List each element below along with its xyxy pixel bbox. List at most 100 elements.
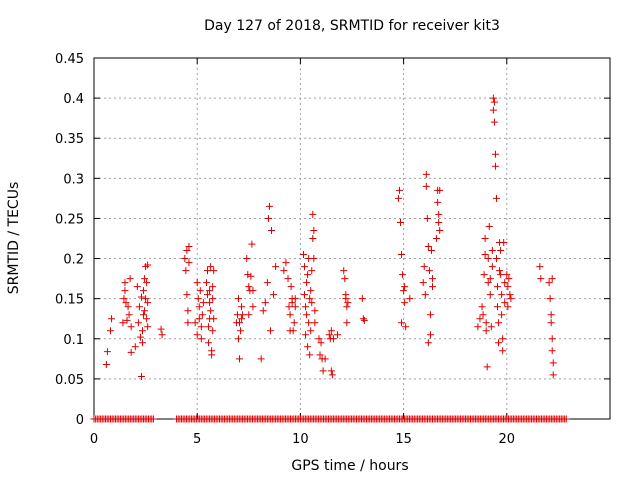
data-point (325, 331, 333, 339)
data-point (394, 194, 402, 202)
data-point (341, 275, 349, 283)
data-point (484, 255, 492, 263)
data-point (134, 319, 142, 327)
data-point (422, 170, 430, 178)
data-point (359, 315, 367, 323)
data-point (125, 311, 133, 319)
gridlines (94, 58, 610, 419)
data-point (193, 279, 201, 287)
data-point (548, 347, 556, 355)
data-point (122, 299, 130, 307)
data-point (474, 323, 482, 331)
data-point (504, 303, 512, 311)
data-point (420, 263, 428, 271)
data-point (402, 323, 410, 331)
data-point (305, 319, 313, 327)
data-point (131, 343, 139, 351)
data-point (342, 291, 350, 299)
data-point (245, 283, 253, 291)
data-point (107, 327, 115, 335)
data-point (184, 307, 192, 315)
data-point (141, 307, 149, 315)
data-point (121, 287, 129, 295)
data-point (237, 327, 245, 335)
data-point (419, 279, 427, 287)
x-tick-label: 10 (292, 432, 309, 447)
data-point (494, 283, 502, 291)
data-point (197, 335, 205, 343)
data-point (490, 118, 498, 126)
data-point (319, 367, 327, 375)
data-point (435, 210, 443, 218)
data-point (303, 279, 311, 287)
data-point (545, 279, 553, 287)
data-point (289, 327, 297, 335)
data-point (549, 359, 557, 367)
data-point (194, 295, 202, 303)
data-point (506, 291, 514, 299)
data-point (142, 295, 150, 303)
x-tick-label: 20 (499, 432, 516, 447)
data-point (548, 335, 556, 343)
data-point (481, 235, 489, 242)
y-tick-label: 0.25 (55, 212, 84, 227)
data-point (495, 339, 503, 347)
data-point (239, 311, 247, 319)
data-point (546, 295, 554, 303)
data-point (398, 251, 406, 259)
data-point (209, 327, 217, 335)
data-point (140, 287, 148, 295)
data-point (302, 303, 310, 311)
data-point (491, 162, 499, 170)
data-point (547, 311, 555, 319)
chart-title: Day 127 of 2018, SRMTID for receiver kit… (204, 18, 500, 34)
data-point (486, 291, 494, 299)
data-point (310, 255, 318, 263)
data-point (243, 255, 251, 263)
data-point (427, 247, 435, 255)
data-point (424, 339, 432, 347)
data-point (421, 291, 429, 299)
data-point (426, 311, 434, 319)
data-point (191, 319, 199, 327)
data-point (244, 271, 252, 279)
data-point (495, 319, 503, 327)
data-point (488, 247, 496, 255)
data-point (127, 348, 135, 356)
data-point (489, 106, 497, 114)
data-point (501, 299, 509, 307)
data-point (309, 235, 317, 242)
data-point (301, 291, 309, 299)
data-point (285, 303, 293, 311)
data-point (482, 319, 490, 327)
data-point (193, 331, 201, 339)
x-tick-label: 0 (90, 432, 98, 447)
data-point (304, 271, 312, 279)
data-point (503, 271, 511, 279)
data-point (126, 275, 134, 283)
data-point (136, 333, 144, 341)
data-point (358, 295, 366, 303)
data-point (343, 303, 351, 311)
data-point (291, 303, 299, 311)
data-point (482, 327, 490, 335)
data-point (158, 331, 166, 339)
data-point (140, 311, 148, 319)
data-point (144, 261, 152, 269)
y-tick-label: 0.05 (55, 373, 84, 388)
data-point (182, 267, 190, 275)
data-point (207, 307, 215, 315)
data-point (108, 315, 116, 323)
data-point (307, 287, 315, 295)
data-point (424, 243, 432, 251)
data-point (265, 202, 273, 210)
data-point (315, 335, 323, 343)
data-point (492, 194, 500, 202)
data-point (236, 319, 244, 327)
data-point (480, 271, 488, 279)
data-point (139, 339, 147, 347)
data-point (500, 239, 508, 247)
data-point (309, 210, 317, 218)
data-point (498, 311, 506, 319)
